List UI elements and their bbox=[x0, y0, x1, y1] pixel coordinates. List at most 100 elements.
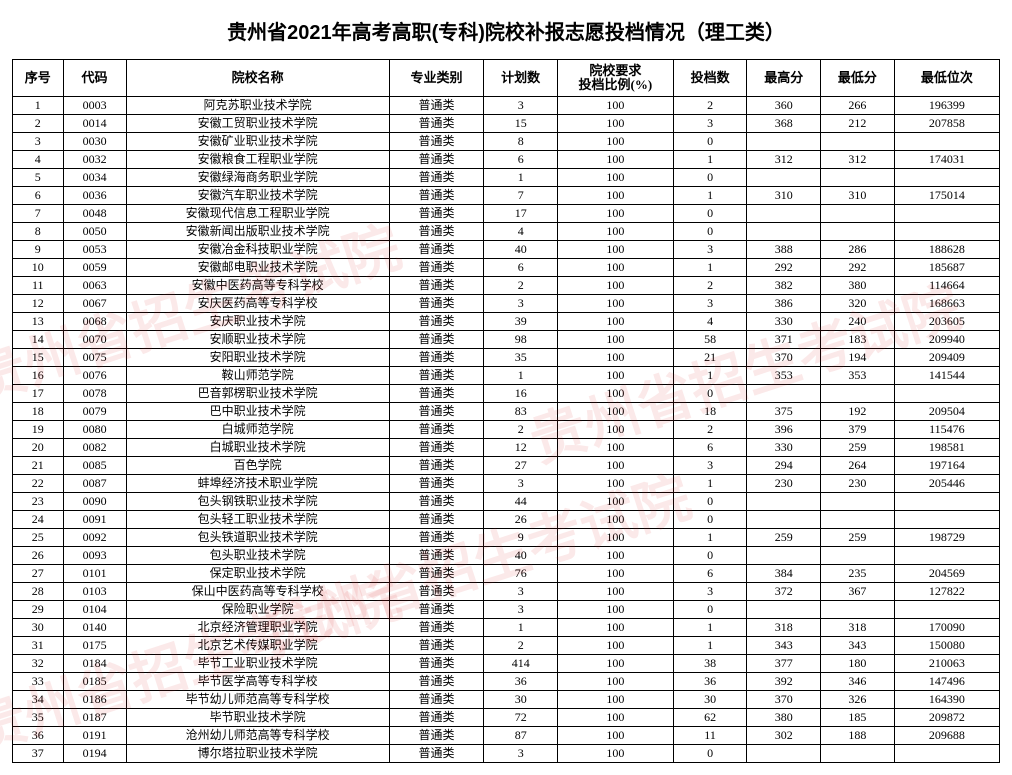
table-cell: 安徽工贸职业技术学院 bbox=[126, 115, 389, 133]
table-cell: 100 bbox=[558, 313, 674, 331]
table-cell: 100 bbox=[558, 295, 674, 313]
table-cell: 37 bbox=[13, 745, 64, 763]
table-cell: 4 bbox=[673, 313, 747, 331]
table-cell: 百色学院 bbox=[126, 457, 389, 475]
table-cell: 北京艺术传媒职业学院 bbox=[126, 637, 389, 655]
table-row: 270101保定职业技术学院普通类761006384235204569 bbox=[13, 565, 1000, 583]
table-row: 190080白城师范学院普通类21002396379115476 bbox=[13, 421, 1000, 439]
table-cell: 100 bbox=[558, 421, 674, 439]
table-cell: 0 bbox=[673, 205, 747, 223]
table-cell: 320 bbox=[821, 295, 895, 313]
table-cell: 阿克苏职业技术学院 bbox=[126, 97, 389, 115]
table-cell: 普通类 bbox=[389, 313, 484, 331]
table-cell: 259 bbox=[821, 439, 895, 457]
table-header-row: 序号代码院校名称专业类别计划数院校要求投档比例(%)投档数最高分最低分最低位次 bbox=[13, 60, 1000, 97]
table-cell: 5 bbox=[13, 169, 64, 187]
table-row: 360191沧州幼儿师范高等专科学校普通类8710011302188209688 bbox=[13, 727, 1000, 745]
table-cell: 310 bbox=[747, 187, 821, 205]
table-cell: 16 bbox=[13, 367, 64, 385]
table-cell: 375 bbox=[747, 403, 821, 421]
table-cell bbox=[747, 511, 821, 529]
table-cell: 6 bbox=[673, 439, 747, 457]
table-cell: 普通类 bbox=[389, 673, 484, 691]
table-cell: 0 bbox=[673, 745, 747, 763]
table-row: 170078巴音郭楞职业技术学院普通类161000 bbox=[13, 385, 1000, 403]
table-cell: 0 bbox=[673, 223, 747, 241]
table-cell: 21 bbox=[673, 349, 747, 367]
table-cell: 292 bbox=[747, 259, 821, 277]
table-cell: 6 bbox=[484, 151, 558, 169]
table-cell: 31 bbox=[13, 637, 64, 655]
table-cell: 353 bbox=[821, 367, 895, 385]
table-cell: 3 bbox=[484, 583, 558, 601]
table-cell: 0079 bbox=[63, 403, 126, 421]
table-cell: 1 bbox=[673, 619, 747, 637]
table-row: 330185毕节医学高等专科学校普通类3610036392346147496 bbox=[13, 673, 1000, 691]
table-cell bbox=[747, 223, 821, 241]
table-cell: 白城师范学院 bbox=[126, 421, 389, 439]
table-cell: 0 bbox=[673, 493, 747, 511]
table-row: 340186毕节幼儿师范高等专科学校普通类3010030370326164390 bbox=[13, 691, 1000, 709]
table-cell bbox=[821, 385, 895, 403]
table-cell: 0194 bbox=[63, 745, 126, 763]
col-header: 投档数 bbox=[673, 60, 747, 97]
table-cell: 29 bbox=[13, 601, 64, 619]
table-cell bbox=[894, 205, 999, 223]
table-cell: 330 bbox=[747, 313, 821, 331]
table-cell: 普通类 bbox=[389, 601, 484, 619]
table-cell: 蚌埠经济技术职业学院 bbox=[126, 475, 389, 493]
table-cell: 8 bbox=[484, 133, 558, 151]
table-cell: 安庆医药高等专科学校 bbox=[126, 295, 389, 313]
table-cell: 100 bbox=[558, 331, 674, 349]
table-cell: 230 bbox=[747, 475, 821, 493]
table-row: 280103保山中医药高等专科学校普通类31003372367127822 bbox=[13, 583, 1000, 601]
table-row: 240091包头轻工职业技术学院普通类261000 bbox=[13, 511, 1000, 529]
table-cell: 毕节职业技术学院 bbox=[126, 709, 389, 727]
table-cell: 209688 bbox=[894, 727, 999, 745]
table-cell: 普通类 bbox=[389, 133, 484, 151]
table-cell: 196399 bbox=[894, 97, 999, 115]
table-cell: 普通类 bbox=[389, 511, 484, 529]
table-cell: 100 bbox=[558, 151, 674, 169]
table-cell: 87 bbox=[484, 727, 558, 745]
table-cell: 普通类 bbox=[389, 367, 484, 385]
table-cell: 240 bbox=[821, 313, 895, 331]
table-cell: 保山中医药高等专科学校 bbox=[126, 583, 389, 601]
table-cell: 188 bbox=[821, 727, 895, 745]
table-cell: 普通类 bbox=[389, 529, 484, 547]
col-header: 最低分 bbox=[821, 60, 895, 97]
table-cell: 0 bbox=[673, 133, 747, 151]
table-cell bbox=[821, 169, 895, 187]
table-cell: 普通类 bbox=[389, 349, 484, 367]
table-cell: 100 bbox=[558, 637, 674, 655]
table-cell: 183 bbox=[821, 331, 895, 349]
table-cell: 312 bbox=[747, 151, 821, 169]
table-row: 160076鞍山师范学院普通类11001353353141544 bbox=[13, 367, 1000, 385]
table-cell: 普通类 bbox=[389, 277, 484, 295]
table-row: 60036安徽汽车职业技术学院普通类71001310310175014 bbox=[13, 187, 1000, 205]
table-cell: 346 bbox=[821, 673, 895, 691]
col-header: 院校要求投档比例(%) bbox=[558, 60, 674, 97]
table-cell: 16 bbox=[484, 385, 558, 403]
table-row: 180079巴中职业技术学院普通类8310018375192209504 bbox=[13, 403, 1000, 421]
table-cell: 普通类 bbox=[389, 169, 484, 187]
table-row: 30030安徽矿业职业技术学院普通类81000 bbox=[13, 133, 1000, 151]
table-cell: 0186 bbox=[63, 691, 126, 709]
table-cell: 0093 bbox=[63, 547, 126, 565]
table-cell: 2 bbox=[673, 421, 747, 439]
table-row: 320184毕节工业职业技术学院普通类41410038377180210063 bbox=[13, 655, 1000, 673]
page-title: 贵州省2021年高考高职(专科)院校补报志愿投档情况（理工类） bbox=[12, 16, 1000, 45]
table-cell: 207858 bbox=[894, 115, 999, 133]
table-row: 350187毕节职业技术学院普通类7210062380185209872 bbox=[13, 709, 1000, 727]
table-cell: 310 bbox=[821, 187, 895, 205]
table-cell: 安徽新闻出版职业技术学院 bbox=[126, 223, 389, 241]
table-cell: 330 bbox=[747, 439, 821, 457]
table-cell: 19 bbox=[13, 421, 64, 439]
table-cell: 0048 bbox=[63, 205, 126, 223]
table-cell: 198581 bbox=[894, 439, 999, 457]
table-cell: 0036 bbox=[63, 187, 126, 205]
table-cell: 100 bbox=[558, 169, 674, 187]
table-cell: 0175 bbox=[63, 637, 126, 655]
table-cell: 普通类 bbox=[389, 745, 484, 763]
table-cell: 毕节幼儿师范高等专科学校 bbox=[126, 691, 389, 709]
